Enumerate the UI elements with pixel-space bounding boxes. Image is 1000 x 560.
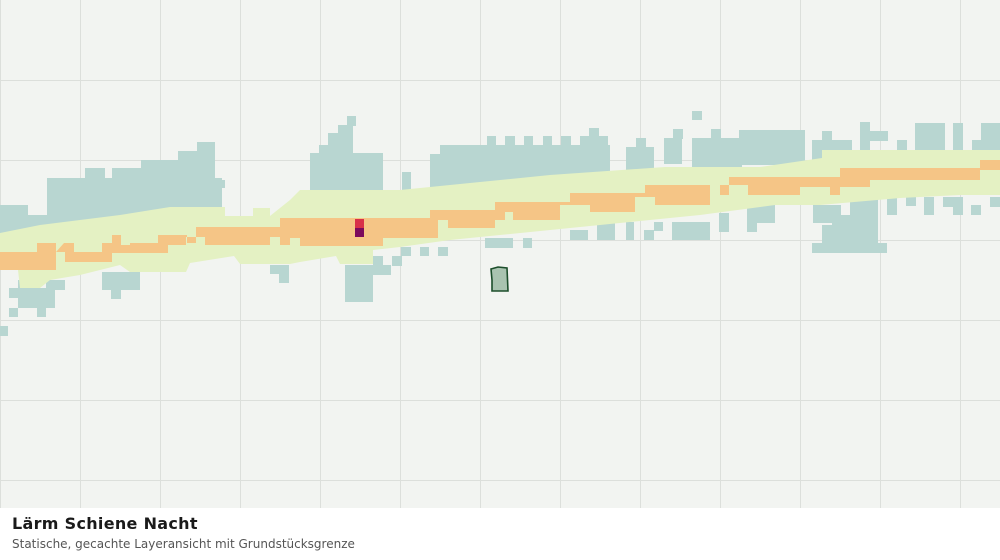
- noise-zone-high: [0, 160, 1000, 270]
- noise-zone-extreme: [355, 228, 364, 237]
- caption: Lärm Schiene Nacht Statische, gecachte L…: [0, 508, 1000, 560]
- map-subtitle: Statische, gecachte Layeransicht mit Gru…: [12, 537, 355, 551]
- map-view: [0, 0, 1000, 508]
- map-title: Lärm Schiene Nacht: [12, 514, 198, 533]
- parcel-boundary: [490, 266, 509, 292]
- noise-zone-very-high: [355, 219, 364, 228]
